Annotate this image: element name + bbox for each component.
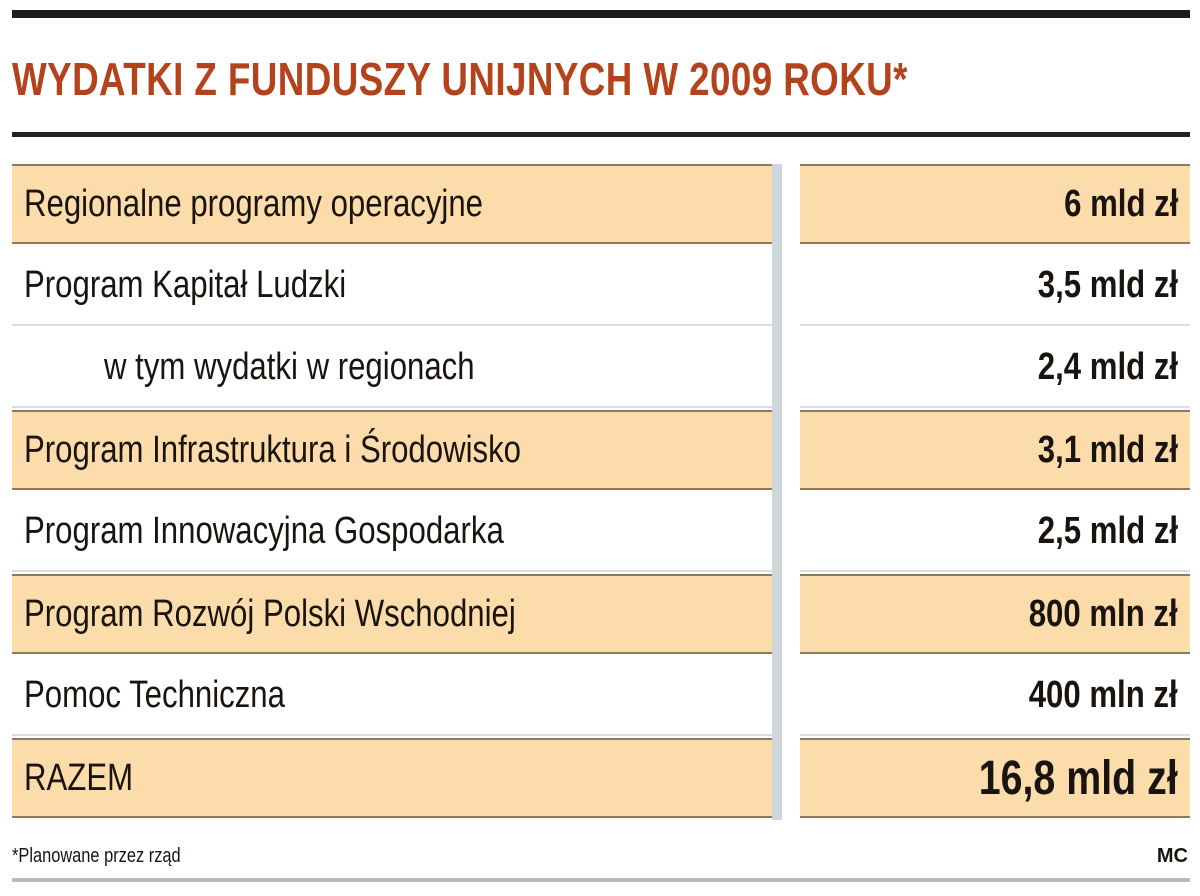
data-table: Regionalne programy operacyjne 6 mld zł Pr… xyxy=(12,164,1190,820)
table-row: Program Infrastruktura i Środowisko 3,1 m… xyxy=(12,410,1190,492)
table-row: Program Kapitał Ludzki 3,5 mld zł xyxy=(12,246,1190,328)
row-label: Program Infrastruktura i Środowisko xyxy=(24,428,522,471)
row-value: 6 mld zł xyxy=(1063,182,1178,225)
row-label: Program Innowacyjna Gospodarka xyxy=(24,509,504,552)
row-value: 16,8 mld zł xyxy=(978,751,1178,805)
row-label-cell: w tym wydatki w regionach xyxy=(12,328,777,408)
row-value: 3,5 mld zł xyxy=(1037,263,1178,306)
row-label: w tym wydatki w regionach xyxy=(104,345,475,388)
table-row: Program Rozwój Polski Wschodniej 800 mln … xyxy=(12,574,1190,656)
row-value-cell: 3,1 mld zł xyxy=(800,410,1190,490)
row-value-cell: 6 mld zł xyxy=(800,164,1190,244)
row-value-cell: 800 mln zł xyxy=(800,574,1190,654)
row-label-cell: RAZEM xyxy=(12,738,777,818)
row-value: 800 mln zł xyxy=(1029,592,1178,635)
chart-title: WYDATKI Z FUNDUSZY UNIJNYCH W 2009 ROKU* xyxy=(12,53,908,105)
row-label: Pomoc Techniczna xyxy=(24,673,285,716)
row-label: Program Rozwój Polski Wschodniej xyxy=(24,592,516,635)
row-value: 2,5 mld zł xyxy=(1037,509,1178,552)
row-label-cell: Regionalne programy operacyjne xyxy=(12,164,777,244)
row-value-cell: 400 mln zł xyxy=(800,656,1190,736)
row-label-cell: Pomoc Techniczna xyxy=(12,656,777,736)
table-row: w tym wydatki w regionach 2,4 mld zł xyxy=(12,328,1190,410)
row-value: 3,1 mld zł xyxy=(1037,428,1178,471)
row-value-cell: 2,5 mld zł xyxy=(800,492,1190,572)
row-label-cell: Program Kapitał Ludzki xyxy=(12,246,777,326)
row-value: 400 mln zł xyxy=(1029,673,1178,716)
source-label: MC xyxy=(1156,845,1188,867)
row-value: 2,4 mld zł xyxy=(1037,345,1178,388)
title-rule xyxy=(12,132,1190,137)
table-row: Program Innowacyjna Gospodarka 2,5 mld zł xyxy=(12,492,1190,574)
row-label: RAZEM xyxy=(24,756,134,799)
table-row: Pomoc Techniczna 400 mln zł xyxy=(12,656,1190,738)
row-label: Regionalne programy operacyjne xyxy=(24,182,484,225)
row-label-cell: Program Innowacyjna Gospodarka xyxy=(12,492,777,572)
table-row: Regionalne programy operacyjne 6 mld zł xyxy=(12,164,1190,246)
top-rule xyxy=(12,10,1190,18)
row-value-cell: 2,4 mld zł xyxy=(800,328,1190,408)
row-value-cell: 3,5 mld zł xyxy=(800,246,1190,326)
row-label-cell: Program Rozwój Polski Wschodniej xyxy=(12,574,777,654)
row-value-cell: 16,8 mld zł xyxy=(800,738,1190,818)
column-divider xyxy=(772,164,782,820)
row-label-cell: Program Infrastruktura i Środowisko xyxy=(12,410,777,490)
footnote: *Planowane przez rząd xyxy=(12,845,181,867)
total-row: RAZEM 16,8 mld zł xyxy=(12,738,1190,820)
row-label: Program Kapitał Ludzki xyxy=(24,263,347,306)
bottom-rule xyxy=(12,878,1190,882)
